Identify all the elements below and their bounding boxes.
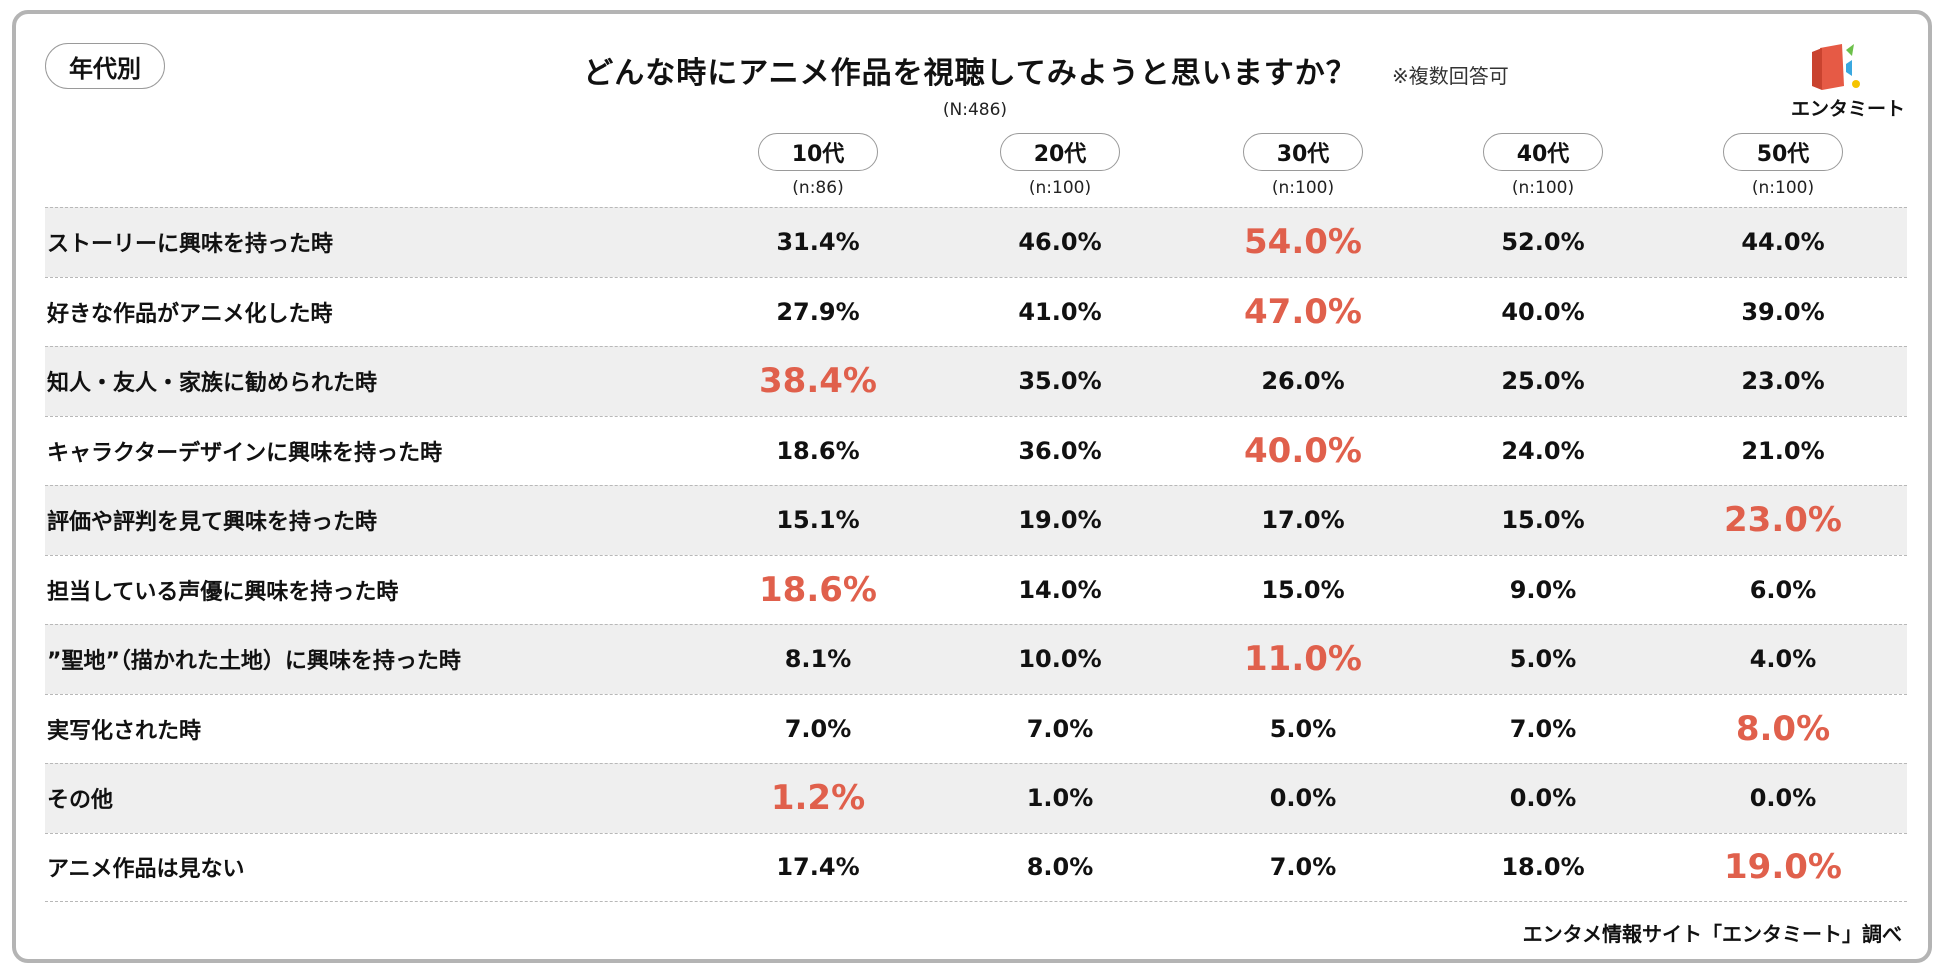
column-sample-size-3: (n:100): [1271, 178, 1335, 198]
multiple-answer-note: ※複数回答可: [1392, 64, 1509, 88]
highlighted-value-cell: 11.0%: [1244, 639, 1362, 680]
value-cell: 1.0%: [1026, 784, 1094, 813]
value-cell: 15.0%: [1501, 506, 1585, 535]
value-cell: 15.0%: [1261, 575, 1345, 604]
row-label: ストーリーに興味を持った時: [47, 232, 334, 258]
highlighted-value-cell: 23.0%: [1724, 500, 1842, 541]
value-cell: 39.0%: [1741, 297, 1825, 326]
value-cell: 46.0%: [1018, 228, 1102, 257]
value-cell: 26.0%: [1261, 367, 1345, 396]
table-row: 知人・友人・家族に勧められた時 38.4% 35.0% 26.0% 25.0% 23.0%: [45, 346, 1907, 416]
value-cell: 21.0%: [1741, 436, 1825, 465]
column-header-5: 50代: [1723, 133, 1843, 171]
value-cell: 5.0%: [1509, 645, 1577, 674]
value-cell: 40.0%: [1501, 297, 1585, 326]
row-label: 評価や評判を見て興味を持った時: [47, 510, 378, 536]
row-label: 好きな作品がアニメ化した時: [47, 301, 333, 327]
highlighted-value-cell: 40.0%: [1244, 430, 1362, 471]
value-cell: 0.0%: [1509, 784, 1577, 813]
value-cell: 44.0%: [1741, 228, 1825, 257]
value-cell: 9.0%: [1509, 575, 1577, 604]
total-sample-size: (N:486): [942, 100, 1008, 120]
entameet-logo-icon: [1812, 44, 1860, 90]
highlighted-value-cell: 38.4%: [759, 361, 877, 402]
value-cell: 18.0%: [1501, 853, 1585, 882]
column-header-1: 10代: [758, 133, 878, 171]
value-cell: 18.6%: [776, 436, 860, 465]
value-cell: 41.0%: [1018, 297, 1102, 326]
logo-text: エンタミート: [1790, 98, 1905, 120]
value-cell: 7.0%: [1026, 714, 1094, 743]
value-cell: 10.0%: [1018, 645, 1102, 674]
value-cell: 23.0%: [1741, 367, 1825, 396]
value-cell: 7.0%: [1509, 714, 1577, 743]
value-cell: 27.9%: [776, 297, 860, 326]
column-header-4: 40代: [1483, 133, 1603, 171]
table-row: ”聖地”（描かれた土地）に興味を持った時 8.1% 10.0% 11.0% 5.0% 4.…: [45, 624, 1907, 694]
value-cell: 36.0%: [1018, 436, 1102, 465]
row-label: 知人・友人・家族に勧められた時: [47, 371, 378, 397]
value-cell: 31.4%: [776, 228, 860, 257]
table-row: 担当している声優に興味を持った時 18.6% 14.0% 15.0% 9.0% 6.0%: [45, 554, 1907, 625]
value-cell: 0.0%: [1749, 784, 1817, 813]
table-row: 評価や評判を見て興味を持った時 15.1% 19.0% 17.0% 15.0% 23.0%: [45, 485, 1907, 555]
row-label: 担当している声優に興味を持った時: [47, 579, 399, 605]
value-cell: 6.0%: [1749, 575, 1817, 604]
column-header-2: 20代: [1000, 133, 1120, 171]
value-cell: 17.0%: [1261, 506, 1345, 535]
value-cell: 8.1%: [784, 645, 852, 674]
value-cell: 5.0%: [1269, 714, 1337, 743]
value-cell: 4.0%: [1749, 645, 1817, 674]
highlighted-value-cell: 54.0%: [1244, 222, 1362, 263]
value-cell: 52.0%: [1501, 228, 1585, 257]
table-row: アニメ作品は見ない 17.4% 8.0% 7.0% 18.0% 19.0%: [45, 832, 1907, 902]
highlighted-value-cell: 18.6%: [759, 569, 877, 610]
column-header-3: 30代: [1243, 133, 1363, 171]
value-cell: 25.0%: [1501, 367, 1585, 396]
value-cell: 35.0%: [1018, 367, 1102, 396]
column-sample-size-4: (n:100): [1511, 178, 1575, 198]
highlighted-value-cell: 1.2%: [770, 778, 866, 819]
table-row: その他 1.2% 1.0% 0.0% 0.0% 0.0%: [45, 763, 1907, 833]
value-cell: 14.0%: [1018, 575, 1102, 604]
table-row: 好きな作品がアニメ化した時 27.9% 41.0% 47.0% 40.0% 39.0%: [45, 276, 1907, 347]
value-cell: 24.0%: [1501, 436, 1585, 465]
value-cell: 0.0%: [1269, 784, 1337, 813]
chart-title: どんな時にアニメ作品を視聴してみようと思いますか？: [583, 56, 1357, 91]
value-cell: 19.0%: [1018, 506, 1102, 535]
segment-tag: 年代別: [45, 43, 165, 89]
column-sample-size-1: (n:86): [792, 178, 844, 198]
highlighted-value-cell: 47.0%: [1244, 291, 1362, 332]
column-sample-size-5: (n:100): [1751, 178, 1815, 198]
row-label: キャラクターデザインに興味を持った時: [47, 440, 443, 466]
row-label: 実写化された時: [47, 718, 202, 744]
table-row: 実写化された時 7.0% 7.0% 5.0% 7.0% 8.0%: [45, 693, 1907, 764]
value-cell: 15.1%: [776, 506, 860, 535]
source-note: エンタメ情報サイト「エンタミート」調べ: [1522, 922, 1902, 946]
value-cell: 7.0%: [1269, 853, 1337, 882]
table-row: キャラクターデザインに興味を持った時 18.6% 36.0% 40.0% 24.0% 21…: [45, 415, 1907, 486]
table-row: ストーリーに興味を持った時 31.4% 46.0% 54.0% 52.0% 44.0%: [45, 207, 1907, 277]
value-cell: 7.0%: [784, 714, 852, 743]
highlighted-value-cell: 19.0%: [1724, 847, 1842, 888]
column-sample-size-2: (n:100): [1028, 178, 1092, 198]
value-cell: 17.4%: [776, 853, 860, 882]
highlighted-value-cell: 8.0%: [1735, 708, 1831, 749]
value-cell: 8.0%: [1026, 853, 1094, 882]
row-label: アニメ作品は見ない: [47, 857, 245, 883]
row-label: ”聖地”（描かれた土地）に興味を持った時: [47, 649, 461, 675]
row-label: その他: [47, 788, 114, 814]
